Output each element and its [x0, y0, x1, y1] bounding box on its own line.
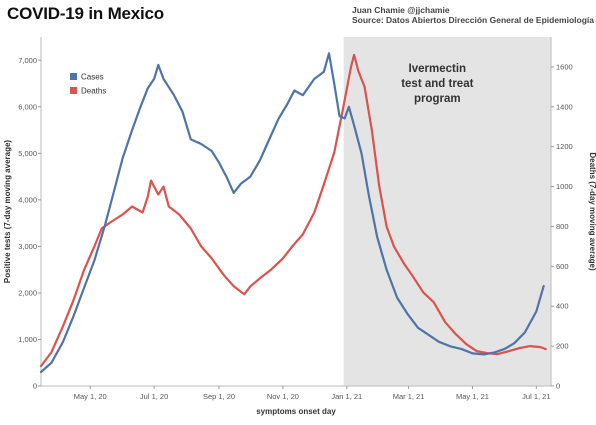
legend-swatch-deaths [70, 87, 77, 94]
y-right-tick-label: 0 [556, 382, 560, 391]
y-left-tick-label: 0 [33, 382, 37, 391]
series-line-deaths [39, 53, 547, 368]
y-left-tick-label: 3,000 [18, 242, 37, 251]
chart-title: COVID-19 in Mexico [7, 4, 164, 23]
shaded-region [343, 37, 551, 386]
legend-swatch-cases [70, 73, 77, 80]
shaded-region-label-line: program [414, 93, 461, 105]
y-left-tick-label: 6,000 [18, 102, 37, 111]
x-tick-label: Nov 1, 20 [267, 392, 299, 401]
x-tick-label: May 1, 20 [74, 392, 107, 401]
y-right-axis-title: Deaths (7-day moving average) [588, 152, 596, 271]
series-line-cases [39, 52, 545, 374]
y-right-tick-label: 400 [556, 302, 569, 311]
y-left-tick-label: 1,000 [18, 335, 37, 344]
y-left-tick-label: 5,000 [18, 149, 37, 158]
y-left-tick-label: 2,000 [18, 288, 37, 297]
source-credit: Source: Datos Abiertos Dirección General… [352, 15, 594, 25]
credit-block: Juan Chamie @jjchamie Source: Datos Abie… [352, 5, 594, 25]
y-right-tick-label: 200 [556, 342, 569, 351]
shaded-region-label-line: Ivermectin [409, 63, 467, 75]
author-credit: Juan Chamie @jjchamie [352, 5, 450, 15]
y-right-tick-label: 1400 [556, 102, 573, 111]
shaded-region-label-line: test and treat [401, 78, 473, 90]
x-tick-label: Jul 1, 20 [140, 392, 168, 401]
x-tick-label: Jan 1, 21 [331, 392, 362, 401]
x-tick-label: Jul 1, 21 [522, 392, 550, 401]
y-left-tick-label: 4,000 [18, 195, 37, 204]
x-tick-label: Mar 1, 21 [393, 392, 425, 401]
x-axis-title: symptoms onset day [256, 407, 336, 416]
y-left-tick-label: 7,000 [18, 56, 37, 65]
y-right-tick-label: 800 [556, 222, 569, 231]
legend-label-deaths: Deaths [81, 87, 106, 96]
y-right-tick-label: 1600 [556, 62, 573, 71]
y-left-axis-title: Positive tests (7-day moving average) [3, 140, 12, 284]
x-tick-label: May 1, 21 [456, 392, 489, 401]
legend-label-cases: Cases [81, 73, 104, 82]
y-right-tick-label: 600 [556, 262, 569, 271]
y-right-tick-label: 1200 [556, 142, 573, 151]
y-right-tick-label: 1000 [556, 182, 573, 191]
x-tick-label: Sep 1, 20 [203, 392, 235, 401]
